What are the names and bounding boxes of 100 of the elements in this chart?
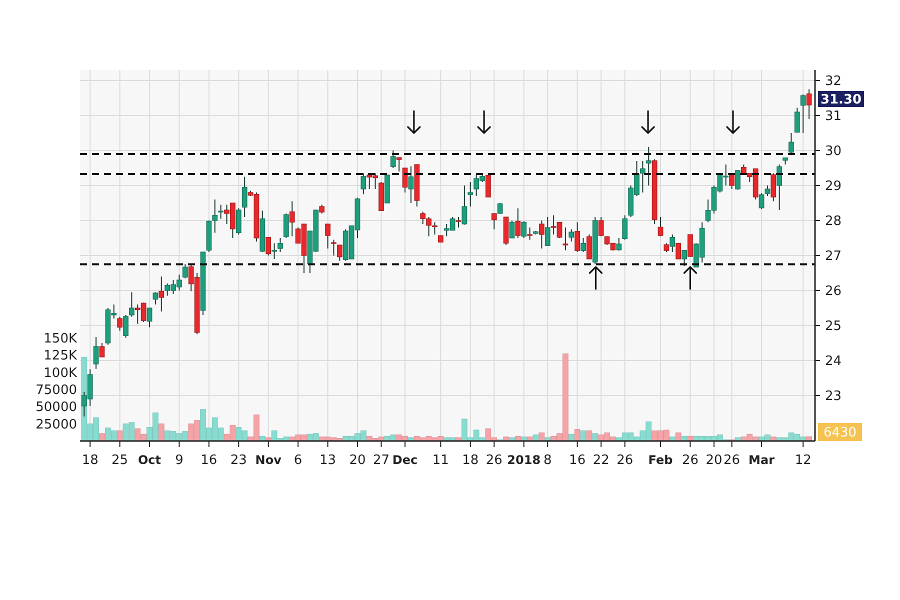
candlestick [325, 224, 330, 249]
x-tick-label: 26 [724, 453, 740, 468]
candlestick [99, 342, 105, 358]
candlestick [735, 170, 740, 190]
candlestick [284, 213, 289, 238]
bar [456, 437, 462, 442]
bar [675, 432, 682, 442]
candlestick [682, 250, 687, 266]
text: 6430 [823, 426, 857, 441]
candlestick [770, 172, 776, 202]
candlestick [331, 239, 336, 256]
candlestick [574, 222, 580, 252]
candlestick [800, 94, 806, 134]
candlestick [182, 264, 188, 279]
candlestick [640, 160, 646, 193]
x-tick-label: 18 [462, 453, 479, 468]
bar [770, 436, 776, 442]
candlestick [688, 234, 693, 257]
x-tick-label: 27 [372, 453, 390, 468]
y2-tick-label: 150K [44, 331, 78, 346]
y2-tick-label: 25000 [36, 417, 77, 432]
candlestick [521, 220, 527, 238]
y2-tick-label: 125K [44, 348, 78, 364]
x-tick-label: 23 [230, 453, 247, 468]
bar [586, 430, 592, 442]
candlestick [676, 242, 682, 260]
bar [532, 434, 539, 442]
bar [538, 432, 545, 442]
candlestick [468, 182, 474, 207]
candlestick [562, 227, 568, 251]
bar [509, 437, 515, 442]
x-tick-label: 13 [320, 453, 336, 468]
candlestick [527, 227, 532, 240]
candlestick [272, 242, 277, 260]
candlestick [432, 222, 438, 235]
bar [520, 436, 527, 442]
y-tick-label: 30 [825, 144, 842, 160]
y-tick-label: 29 [825, 179, 842, 194]
bar [408, 437, 414, 442]
candlestick [509, 220, 515, 238]
candlestick [515, 208, 521, 238]
candlestick [236, 208, 242, 235]
x-tick-label: 18 [82, 453, 98, 468]
candlestick [129, 292, 134, 318]
candlestick [456, 216, 462, 228]
candlestick [729, 174, 734, 190]
candlestick [158, 276, 164, 312]
candlestick [794, 107, 800, 133]
candlestick [539, 220, 544, 249]
x-tick-label: 25 [112, 453, 128, 468]
x-tick-label: 12 [794, 453, 812, 468]
candlestick [776, 164, 782, 210]
bar [669, 436, 676, 442]
candlestick [146, 308, 152, 328]
y-tick-label: 28 [825, 214, 842, 230]
bar [544, 437, 551, 442]
candlestick [616, 238, 622, 252]
bar [592, 433, 598, 442]
candlestick [123, 314, 128, 338]
y2-tick-label: 100K [44, 366, 78, 381]
bar [158, 424, 164, 442]
candlestick [152, 292, 158, 305]
x-tick-label: Dec [392, 453, 418, 467]
candlestick [462, 185, 468, 226]
y-tick-label: 31 [825, 109, 842, 124]
x-tick-label: 9 [175, 453, 184, 468]
x-tick-label: 26 [486, 453, 502, 468]
candlestick [758, 192, 764, 210]
x-tick-label: 8 [543, 453, 552, 468]
candlestick [117, 316, 122, 332]
candlestick [646, 146, 652, 186]
candlestick [289, 200, 295, 237]
candlestick [497, 202, 503, 214]
x-tick-label: Oct [138, 453, 162, 467]
candlestick [396, 157, 402, 172]
candlestick [336, 244, 342, 262]
candlestick [806, 88, 812, 120]
candlestick [278, 238, 283, 252]
x-tick-label: 11 [432, 453, 449, 468]
candlestick [544, 216, 550, 246]
x-tick-label: 20 [706, 453, 722, 468]
candlestick [622, 214, 628, 240]
x-tick-label: Mar [748, 453, 775, 467]
bar [265, 437, 272, 442]
candlestick [266, 236, 272, 256]
x-tick-label: Feb [648, 453, 674, 467]
bar [574, 429, 580, 442]
x-tick-label: 26 [616, 453, 634, 468]
y-tick-label: 32 [825, 74, 842, 90]
x-tick-label: 2018 [507, 453, 541, 467]
x-tick-label: 20 [349, 453, 366, 468]
x-tick-label: 26 [682, 453, 698, 468]
candlestick [568, 228, 574, 242]
bar [568, 434, 574, 442]
x-tick-label: 16 [200, 453, 218, 468]
y2-tick-label: 50000 [36, 400, 77, 416]
candlestick [580, 238, 586, 252]
candlestick [788, 132, 794, 154]
candlestick [360, 172, 366, 195]
candlestick [586, 234, 592, 260]
